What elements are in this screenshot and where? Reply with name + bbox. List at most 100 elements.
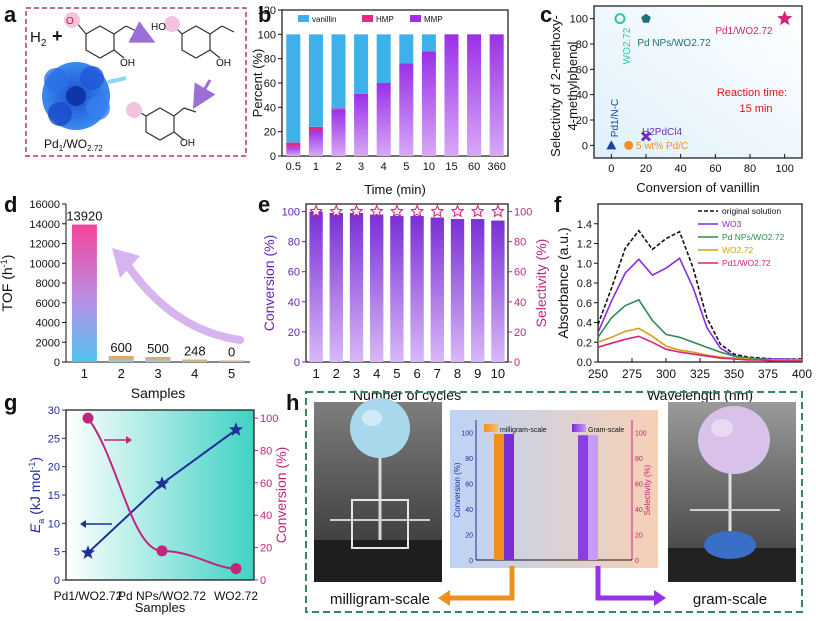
panel-h-frame (305, 391, 803, 613)
f-line-4 (597, 335, 802, 362)
h-legend-label-0: milligram-scale (500, 427, 547, 434)
g-ytick-label-4: 20 (48, 462, 60, 474)
arrow-to-milligram-icon (448, 566, 515, 601)
e-xtick-label-1: 2 (333, 366, 340, 381)
e-right-ytick-label-0: 0 (514, 357, 520, 369)
f-legend-label-1: WO3 (722, 219, 742, 229)
panel-b-chart: 0 20 40 60 80 100 120 0.5 1 2 3 4 5 10 15 60 360 Time (mi… (250, 5, 509, 197)
g-xtick-label-1: Pd NPs/WO2.72 (118, 589, 206, 603)
e-axes-frame (305, 203, 509, 363)
b-bar-MMP-10 (421, 51, 436, 156)
b-ytick-label-2: 40 (264, 102, 276, 114)
f-ytick-label-3: 0.6 (577, 298, 592, 310)
d-ytick-label-8: 16000 (29, 199, 60, 211)
h-ytick-right-5: 100 (635, 431, 647, 438)
e-bar-conversion-10 (491, 220, 505, 362)
arrowhead-milligram-icon (438, 590, 450, 606)
e-bar-conversion-1 (309, 211, 323, 362)
mmp-molecule-icon (126, 102, 197, 141)
h-legend-label-1: Gram-scale (588, 427, 624, 434)
g-dot-conversion-0 (82, 412, 94, 424)
e-ytick-label-2: 40 (288, 297, 300, 309)
g-line-conversion (87, 417, 237, 570)
arrow-to-hmp-icon (128, 21, 156, 43)
g-right-ytick-label-5: 100 (260, 413, 278, 425)
c-xtick-label-1: 20 (640, 163, 652, 175)
c-label-pdnps: Pd NPs/WO2.72 (637, 38, 711, 49)
d-ytick-label-4: 8000 (36, 278, 60, 290)
d-bar-5 (219, 360, 245, 362)
b-xtick-label-2: 2 (335, 161, 341, 173)
g-right-ytick-label-1: 20 (260, 543, 272, 555)
panel-h-chart: 0 0 20 20 40 40 60 60 80 80 100 100 milligram-scale G… (450, 410, 658, 568)
f-ytick-label-6: 1.2 (577, 239, 592, 251)
d-ytick-label-2: 4000 (36, 318, 60, 330)
h-ytick-left-1: 20 (465, 533, 473, 540)
h-bar-conversion-Gram-scale (578, 435, 588, 560)
c-point-5 (606, 140, 617, 150)
d-xtick-label-2: 3 (154, 366, 161, 381)
b-bar-MMP-15 (444, 34, 459, 157)
c-label-h2pdcl4: H2PdCl4 (642, 127, 682, 138)
e-xtick-label-5: 6 (413, 366, 420, 381)
c-xtick-label-4: 80 (744, 163, 756, 175)
c-point-2 (614, 13, 626, 25)
e-bar-conversion-8 (450, 219, 465, 362)
e-star-selectivity-5 (390, 204, 404, 218)
f-ytick-label-1: 0.2 (577, 337, 592, 349)
b-bar-vanillin-10 (421, 34, 436, 52)
e-xtick-label-4: 5 (393, 366, 400, 381)
c-xtick-label-3: 60 (709, 163, 721, 175)
d-ylabel: TOF (h-1) (0, 255, 15, 312)
b-bar-MMP-5 (399, 63, 414, 156)
d-ytick-label-7: 14000 (29, 219, 60, 231)
e-right-ytick-label-5: 100 (514, 207, 532, 219)
d-value-label-3: 500 (147, 341, 169, 356)
h-legend-swatch-1 (572, 424, 586, 432)
f-xtick-label-4: 350 (724, 367, 744, 381)
panel-label-e: e (258, 192, 270, 217)
e-ytick-label-1: 20 (288, 327, 300, 339)
g-star-ea-1 (154, 476, 170, 490)
c-label-pdc: 5 wt% Pd/C (636, 141, 688, 152)
vanillin-molecule-icon (64, 12, 139, 59)
e-right-ytick-label-1: 20 (514, 327, 526, 339)
d-ytick-label-3: 6000 (36, 298, 60, 310)
c-xtick-label-5: 100 (775, 163, 793, 175)
b-ytick-label-6: 120 (258, 5, 276, 17)
g-dot-conversion-1 (156, 545, 168, 557)
h-legend-swatch-0 (484, 424, 498, 432)
g-star-ea-0 (80, 545, 96, 559)
b-xtick-label-0: 0.5 (286, 161, 301, 173)
h-bar-conversion-milligram-scale (494, 434, 504, 560)
panel-label-f: f (554, 192, 562, 217)
b-xtick-label-7: 15 (445, 161, 457, 173)
h-bar-selectivity-Gram-scale (588, 435, 598, 560)
e-ytick-label-5: 100 (282, 207, 300, 219)
g-right-ytick-label-2: 40 (260, 510, 272, 522)
b-bar-MMP-60 (467, 34, 482, 157)
c-annotation-line2: 15 min (739, 103, 772, 115)
g-xtick-label-0: Pd1/WO2.72 (54, 589, 123, 603)
b-bar-vanillin-5 (399, 34, 414, 64)
c-xtick-label-2: 40 (675, 163, 687, 175)
g-right-ytick-label-3: 60 (260, 478, 272, 490)
panel-d-chart: 0200040006000800010000120001400016000139… (0, 199, 250, 401)
b-ytick-label-5: 100 (258, 29, 276, 41)
g-star-ea-2 (228, 422, 244, 436)
d-trend-arrow-icon (120, 256, 244, 344)
e-bar-conversion-6 (410, 216, 424, 362)
c-annotation-line1: Reaction time: (717, 87, 787, 99)
e-ytick-label-0: 0 (294, 357, 300, 369)
c-ytick-label-2: 40 (576, 90, 588, 102)
h-ytick-right-2: 40 (635, 507, 643, 514)
panel-a: H2 + O OH HO OH (25, 7, 247, 157)
aldehyde-oxygen-label: O (66, 16, 74, 27)
c-axes-frame (593, 5, 803, 159)
e-bar-conversion-2 (329, 213, 343, 362)
d-value-label-2: 600 (110, 340, 132, 355)
f-xtick-label-2: 300 (656, 367, 676, 381)
h-ytick-left-3: 60 (465, 482, 473, 489)
h-ytick-right-4: 80 (635, 456, 643, 463)
b-legend-label-HMP: HMP (376, 15, 394, 24)
